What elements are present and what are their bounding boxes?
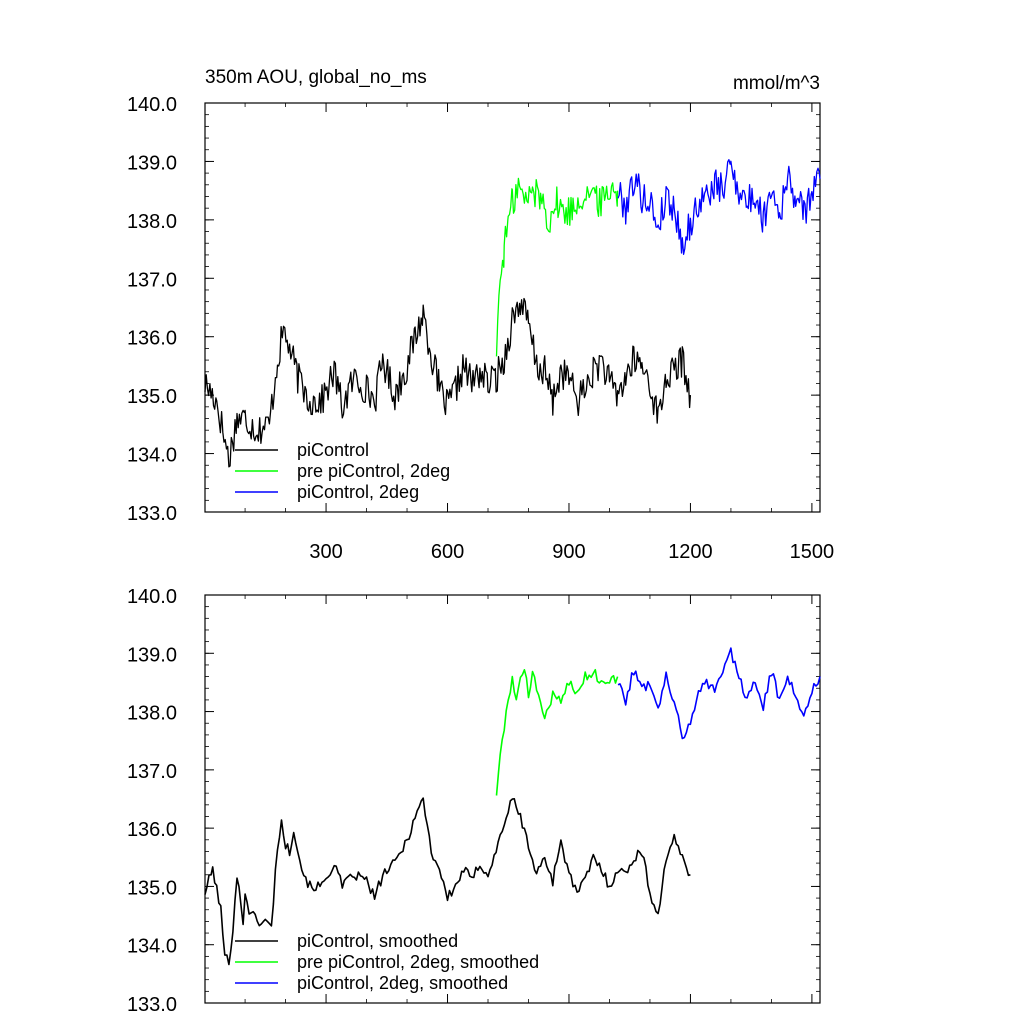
legend-label: piControl, 2deg, smoothed — [297, 973, 508, 993]
plot-frame — [204, 594, 821, 1004]
y-tick-label: 140.0 — [127, 94, 177, 116]
bottom-panel: 133.0 134.0 135.0 136.0 137.0 138.0 139.0 140.0… — [127, 586, 821, 1016]
y-tick-label: 133.0 — [127, 994, 177, 1016]
x-tick-label: 300 — [309, 541, 342, 563]
y-tick-label: 135.0 — [127, 877, 177, 899]
y-tick-label: 136.0 — [127, 328, 177, 350]
legend-label: pre piControl, 2deg, smoothed — [297, 952, 539, 972]
x-tick-label: 1500 — [790, 541, 835, 563]
y-tick-label: 133.0 — [127, 503, 177, 525]
x-tick-label: 900 — [552, 541, 585, 563]
top-panel: 133.0 134.0 135.0 136.0 137.0 138.0 139.0 140.0… — [127, 67, 834, 563]
chart-title: 350m AOU, global_no_ms — [205, 67, 427, 88]
legend-label: piControl — [297, 440, 369, 460]
y-tick-label: 135.0 — [127, 386, 177, 408]
y-tick-label: 134.0 — [127, 445, 177, 467]
plot-frame — [204, 102, 821, 513]
y-tick-label: 134.0 — [127, 936, 177, 958]
y-tick-label: 138.0 — [127, 703, 177, 725]
x-tick-label: 1200 — [668, 541, 713, 563]
series-line-3 — [617, 647, 821, 740]
y-tick-label: 137.0 — [127, 761, 177, 783]
legend-label: pre piControl, 2deg — [297, 461, 450, 481]
y-tick-label: 139.0 — [127, 152, 177, 174]
units-label: mmol/m^3 — [733, 73, 820, 94]
y-tick-label: 138.0 — [127, 211, 177, 233]
y-tick-label: 140.0 — [127, 586, 177, 608]
x-tick-label: 600 — [431, 541, 464, 563]
y-tick-label: 139.0 — [127, 644, 177, 666]
series-line-1 — [204, 797, 691, 966]
series-line-2 — [495, 668, 619, 796]
y-tick-label: 136.0 — [127, 819, 177, 841]
series-line-2 — [495, 177, 619, 357]
series-line-1 — [204, 297, 692, 468]
series-line-3 — [617, 159, 821, 255]
legend-label: piControl, smoothed — [297, 931, 458, 951]
legend-label: piControl, 2deg — [297, 482, 419, 502]
y-tick-label: 137.0 — [127, 269, 177, 291]
